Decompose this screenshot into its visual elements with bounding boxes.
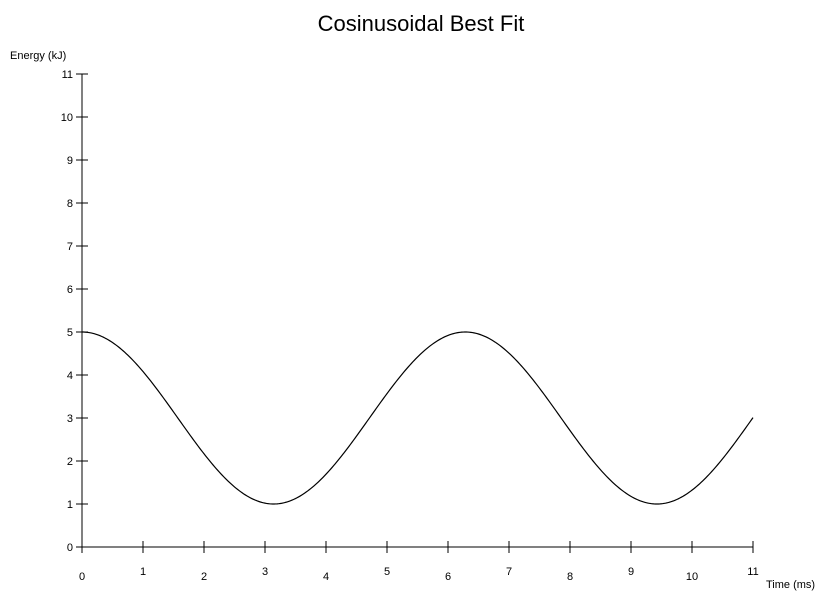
x-tick-label: 4: [323, 571, 329, 583]
y-tick-label: 7: [67, 241, 73, 253]
x-tick-label: 10: [686, 571, 698, 583]
x-tick-label: 2: [201, 571, 207, 583]
series-line: [81, 331, 754, 505]
x-tick-label: 11: [747, 566, 758, 578]
y-tick-label: 6: [67, 284, 73, 296]
x-axis-label: Time (ms): [766, 579, 815, 591]
x-tick-label: 3: [262, 566, 268, 578]
y-tick-label: 5: [67, 327, 73, 339]
x-tick-label: 6: [445, 571, 451, 583]
x-tick-label: 9: [628, 566, 634, 578]
axes: [81, 74, 753, 548]
y-tick-label: 4: [67, 370, 73, 382]
y-tick-label: 9: [67, 155, 73, 167]
x-tick-label: 0: [79, 571, 85, 583]
y-tick-label: 3: [67, 413, 73, 425]
x-tick-label: 5: [384, 566, 390, 578]
y-tick-label: 8: [67, 198, 73, 210]
y-tick-label: 11: [62, 69, 73, 81]
x-tick-label: 1: [140, 566, 146, 578]
chart-title: Cosinusoidal Best Fit: [318, 11, 525, 36]
x-tick-label: 7: [506, 566, 512, 578]
x-tick-label: 8: [567, 571, 573, 583]
y-tick-label: 1: [67, 499, 73, 511]
y-tick-label: 0: [67, 542, 73, 554]
y-tick-label: 2: [67, 456, 73, 468]
series-group: [81, 331, 754, 505]
y-tick-label: 10: [61, 112, 73, 124]
ticks: 0 1 2 3 4 5 6 7 8 9 10 11 0 1 2 3 4 5 6 7 8 9 10 11: [61, 69, 759, 583]
y-axis-label: Energy (kJ): [10, 50, 66, 62]
